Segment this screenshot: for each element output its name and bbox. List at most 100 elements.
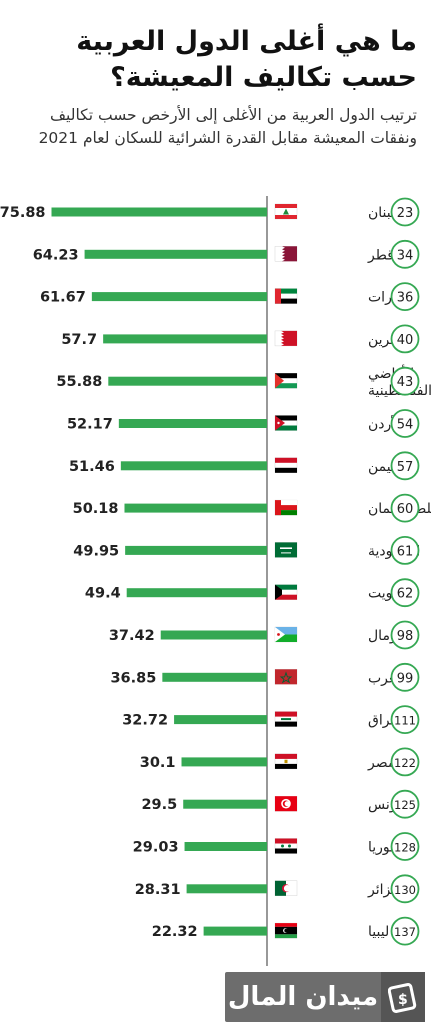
rank-label: 36	[397, 291, 414, 306]
rank-badge	[390, 705, 420, 734]
data-label: 52.17	[67, 417, 113, 433]
flag-icon	[274, 330, 298, 347]
bar	[203, 926, 267, 936]
data-label: 29.5	[141, 797, 177, 813]
flag-icon	[274, 457, 298, 473]
rank-label: 98	[397, 629, 414, 644]
tick-label: ليبيا	[368, 924, 389, 940]
data-label: 37.42	[109, 628, 155, 644]
rank-badge	[390, 916, 420, 946]
data-label: 22.32	[152, 924, 198, 940]
page-subtitle: ترتيب الدول العربية من الأغلى إلى الأرخص…	[38, 106, 417, 147]
flag-icon	[274, 584, 298, 600]
bar	[174, 715, 267, 725]
rank-badge	[390, 451, 420, 481]
rank-badge	[390, 747, 420, 777]
bar	[84, 249, 268, 259]
flag-icon	[274, 246, 298, 262]
rank-badge	[390, 832, 420, 861]
bar	[108, 376, 267, 386]
data-label: 61.67	[40, 290, 86, 306]
rank-label: 23	[397, 206, 414, 221]
data-label: 50.18	[73, 501, 119, 517]
data-label: 29.03	[133, 840, 179, 856]
rank-label: 40	[397, 333, 414, 348]
flag-icon	[274, 922, 298, 939]
flag-icon	[274, 753, 298, 770]
rank-badge	[390, 874, 420, 904]
flag-icon	[274, 880, 298, 896]
rank-badge	[390, 789, 420, 819]
bar	[103, 334, 267, 344]
bar	[124, 503, 267, 513]
data-label: 75.88	[0, 205, 46, 221]
bar	[181, 757, 267, 767]
brand-name: ميدان المال	[227, 982, 379, 1012]
svg-text:$: $	[398, 992, 408, 1008]
flag-icon	[274, 542, 298, 558]
bar	[126, 588, 267, 598]
rank-label: 130	[394, 883, 416, 897]
flag-icon	[274, 669, 298, 685]
rank-label: 62	[397, 587, 414, 602]
flag-icon	[274, 288, 298, 304]
tick-label: مصر	[367, 755, 395, 771]
rank-label: 122	[394, 756, 416, 770]
bar	[118, 419, 268, 428]
rank-badge	[390, 282, 420, 312]
data-label: 57.7	[61, 332, 97, 348]
rank-label: 57	[397, 460, 414, 475]
money-bill-icon: $	[381, 972, 425, 1022]
flag-icon	[274, 373, 298, 389]
rank-label: 54	[397, 418, 414, 433]
flag-icon	[274, 499, 298, 516]
rank-badge	[390, 662, 420, 692]
tick-label: لبنان	[368, 205, 395, 221]
rank-badge	[390, 493, 420, 523]
footer: $ ميدان المال	[0, 970, 431, 1024]
bar	[51, 207, 268, 217]
data-label: 30.1	[140, 755, 176, 771]
bar	[160, 630, 267, 640]
rank-badge	[390, 409, 420, 438]
page-title: ما هي أغلى الدول العربية حسب تكاليف المع…	[76, 26, 417, 93]
rank-badge	[390, 324, 420, 354]
rank-badge	[390, 578, 420, 608]
flag-icon	[274, 415, 298, 431]
data-label: 64.23	[33, 247, 79, 263]
rank-badge	[390, 239, 420, 269]
data-label: 28.31	[135, 882, 181, 898]
bar	[186, 884, 267, 894]
tick-label: قطر	[367, 247, 394, 263]
flag-icon	[274, 838, 298, 854]
flag-icon	[274, 626, 298, 643]
brand-logo: $ ميدان المال	[225, 972, 425, 1022]
bar	[120, 461, 267, 471]
rank-label: 43	[397, 375, 414, 390]
data-label: 49.4	[85, 586, 121, 602]
bar	[184, 842, 267, 851]
rank-label: 34	[397, 248, 414, 263]
rank-label: 137	[394, 925, 416, 939]
rank-badge	[390, 366, 420, 396]
bar	[125, 545, 267, 555]
bar	[162, 672, 267, 682]
bar	[91, 292, 267, 302]
rank-badge	[390, 536, 420, 565]
rank-label: 61	[397, 544, 414, 559]
flag-icon	[274, 203, 298, 220]
bar-chart: 75.88لبنان2364.23قطر3461.67الإمارات3657.…	[0, 196, 431, 966]
rank-label: 128	[394, 841, 416, 855]
data-label: 36.85	[110, 670, 156, 686]
rank-label: 99	[397, 671, 414, 686]
rank-label: 111	[394, 714, 416, 728]
data-label: 51.46	[69, 459, 115, 475]
data-label: 32.72	[122, 713, 168, 729]
data-label: 55.88	[56, 374, 102, 390]
flag-icon	[274, 711, 298, 727]
rank-label: 125	[394, 798, 416, 812]
bar	[183, 799, 267, 809]
data-label: 49.95	[73, 543, 119, 559]
rank-badge	[390, 620, 420, 650]
rank-badge	[390, 197, 420, 227]
